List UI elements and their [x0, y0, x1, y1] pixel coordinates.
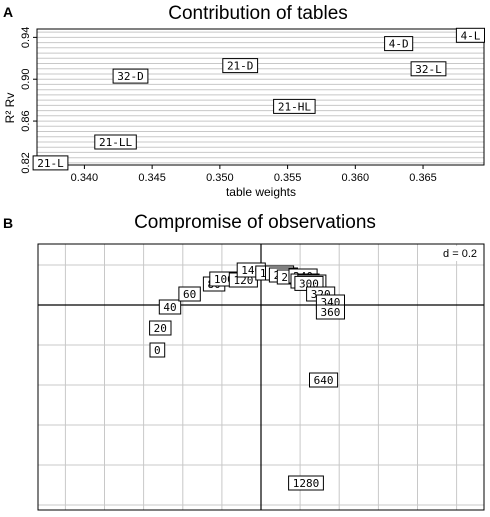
panel-a-point-box: [222, 58, 259, 74]
panel-a-xtick: 0.350: [206, 172, 234, 184]
panel-b-point-text: 360: [320, 306, 340, 319]
panel-a-point-text: 21-L: [37, 157, 64, 170]
panel-b-point: 1280: [288, 475, 324, 491]
panel-b-point: 60: [178, 286, 201, 302]
panel-b-point-box: [149, 342, 166, 358]
panel-b-point-text: 0: [154, 344, 161, 357]
panel-a-point-box: [112, 68, 149, 84]
panel-a-point-text: 32-L: [415, 63, 442, 76]
panel-a-frame: [36, 28, 485, 166]
panel-a-ytick: 0.94: [20, 27, 32, 48]
panel-a-ytick: 0.90: [20, 69, 32, 90]
panel-a-point: 21-D: [222, 58, 259, 74]
panel-b-point: 20: [149, 320, 172, 336]
panel-b-point-text: 1280: [293, 477, 320, 490]
panel-a-xtick: 0.355: [274, 172, 302, 184]
panel-b-scale-label: d = 0.2: [443, 248, 477, 260]
panel-a-point-text: 21-HL: [278, 100, 311, 113]
panel-b-point: 360: [315, 304, 345, 320]
panel-a-point: 4-L: [455, 27, 485, 43]
panel-a-title: Contribution of tables: [168, 3, 348, 24]
panel-a-point: 21-L: [32, 155, 69, 171]
panel-b-point: 640: [309, 372, 339, 388]
panel-a-point-box: [32, 155, 69, 171]
panel-b-point-text: 640: [314, 374, 334, 387]
panel-b-point-text: 40: [163, 301, 176, 314]
panel-a-letter: A: [3, 4, 13, 20]
panel-b-point: 0: [149, 342, 166, 358]
panel-b-scale-box: [432, 246, 482, 261]
panel-a-xlabel: table weights: [226, 185, 296, 199]
panel-a-xtick: 0.340: [71, 172, 99, 184]
panel-b-point-box: [315, 304, 345, 320]
panel-b-point-box: [288, 475, 324, 491]
panel-b-point-box: [178, 286, 201, 302]
panel-b-point-box: [158, 299, 182, 315]
panel-a-point-box: [273, 98, 316, 114]
panel-a-point: 4-D: [384, 36, 414, 52]
panel-a-point-box: [410, 61, 447, 77]
panel-a-point-text: 21-D: [227, 60, 254, 73]
panel-b-letter: B: [3, 215, 13, 231]
panel-a-ytick: 0.82: [20, 152, 32, 173]
panel-a-point-text: 21-LL: [99, 136, 132, 149]
panel-a-xtick: 0.360: [342, 172, 370, 184]
panel-a-ytick: 0.86: [20, 110, 32, 131]
panel-b-point-box: [309, 372, 339, 388]
panel-a-point: 32-L: [410, 61, 447, 77]
panel-a-xtick: 0.365: [409, 172, 437, 184]
panel-b-plot: 0204060801001201401601802002202402602803…: [37, 243, 485, 511]
panel-a-point: 21-LL: [94, 134, 137, 150]
panel-a-point-box: [384, 36, 414, 52]
panel-b-point-text: 20: [154, 322, 167, 335]
panel-a-point: 21-HL: [273, 98, 316, 114]
panel-b-point: 40: [158, 299, 182, 315]
panel-b-point-text: 100: [214, 273, 234, 286]
panel-a-xtick: 0.345: [138, 172, 166, 184]
panel-a-point-text: 4-L: [461, 29, 481, 42]
panel-b-title: Compromise of observations: [134, 212, 376, 233]
panel-a-ylabel: R² Rv: [3, 93, 17, 124]
panel-a-point-text: 32-D: [117, 70, 144, 83]
panel-a-point: 32-D: [112, 68, 149, 84]
panel-b-point-text: 60: [183, 288, 196, 301]
panel-a-point-box: [94, 134, 137, 150]
panel-b-point-box: [149, 320, 172, 336]
panel-a-point-box: [455, 27, 485, 43]
panel-a-plot: 0.340 0.345 0.350 0.355 0.360 0.365 0.82 0.86 0.…: [20, 27, 485, 184]
panel-a-point-text: 4-D: [389, 38, 409, 51]
